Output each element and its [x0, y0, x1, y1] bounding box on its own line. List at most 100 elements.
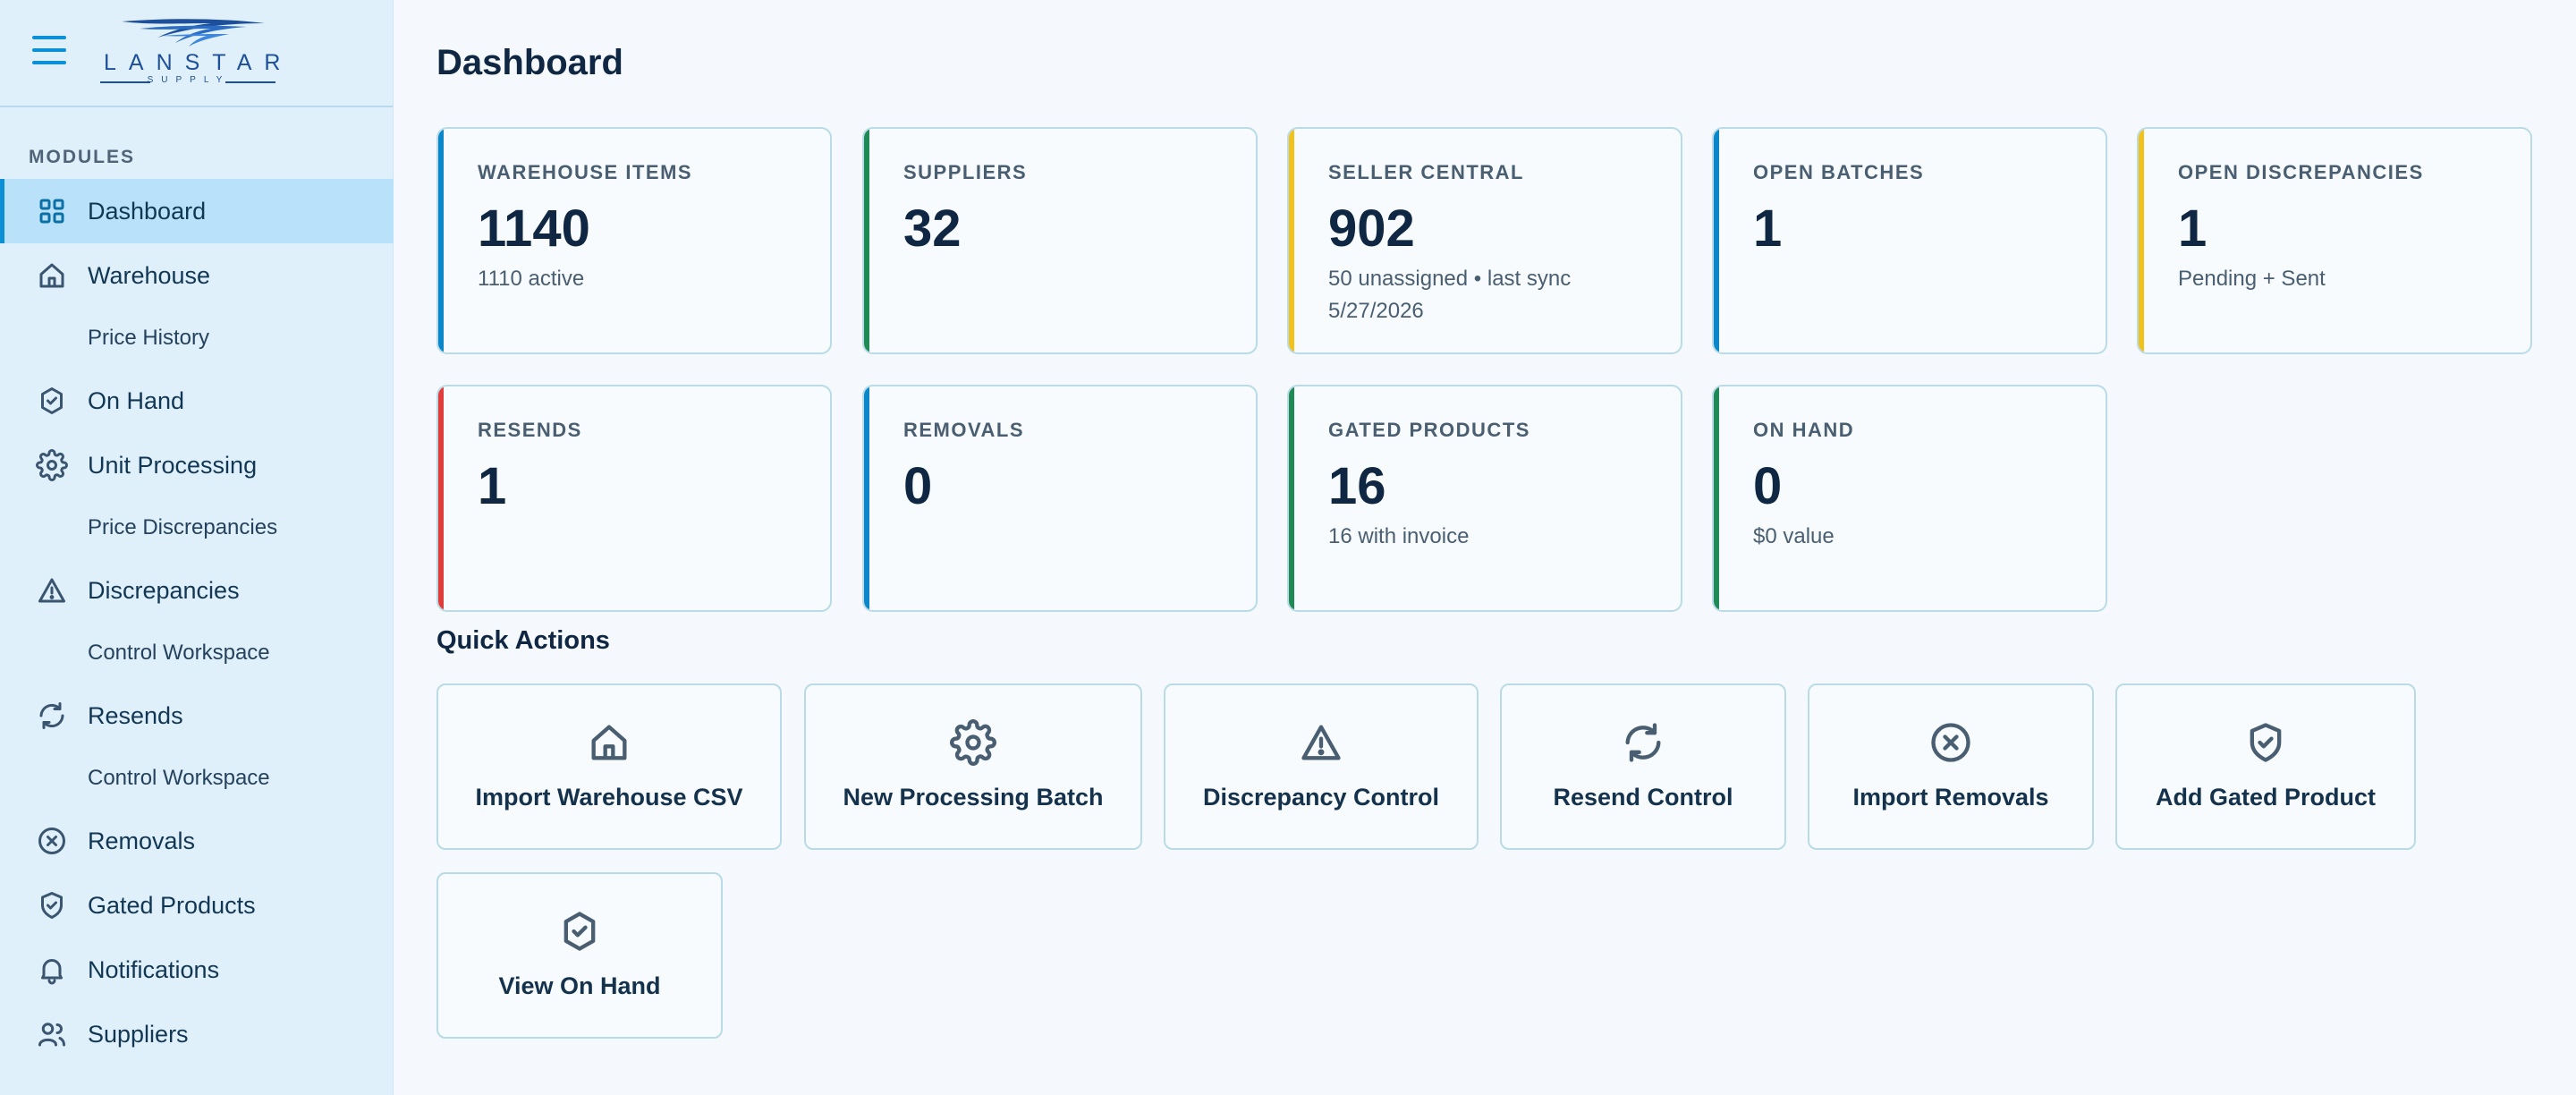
quick-action-label: New Processing Batch — [843, 784, 1104, 811]
stat-value: 1 — [2178, 199, 2207, 258]
stat-subtext: $0 value — [1753, 524, 1835, 548]
stat-label: RESENDS — [478, 419, 582, 441]
sidebar-item-label: Removals — [88, 827, 196, 854]
stat-value: 0 — [903, 457, 933, 515]
sidebar-section-label: MODULES — [29, 147, 135, 167]
stat-subtext: Pending + Sent — [2178, 267, 2326, 291]
quick-actions-title: Quick Actions — [436, 626, 610, 655]
sidebar-item-label: Unit Processing — [88, 451, 258, 479]
stat-subtext: 1110 active — [478, 267, 585, 291]
sidebar-item-label: Notifications — [88, 955, 220, 983]
quick-action-label: Discrepancy Control — [1202, 784, 1440, 811]
refresh-icon — [36, 700, 68, 732]
quick-action-label: Import Warehouse CSV — [475, 784, 743, 811]
sidebar-item-unit-processing[interactable]: Unit Processing — [0, 433, 394, 497]
quick-action-label: View On Hand — [498, 972, 661, 999]
shield-check-icon — [36, 889, 68, 921]
sidebar-item-control-workspace[interactable]: Control Workspace — [0, 748, 394, 809]
stat-value: 32 — [903, 199, 962, 258]
sidebar-header: LANSTAR SUPPLY — [0, 0, 393, 107]
grid-icon — [36, 195, 68, 227]
sidebar-item-label: Control Workspace — [88, 766, 270, 790]
stat-value: 1 — [478, 457, 507, 515]
sidebar-item-warehouse[interactable]: Warehouse — [0, 243, 394, 308]
users-icon — [36, 1018, 68, 1050]
sidebar-item-price-history[interactable]: Price History — [0, 308, 394, 369]
stat-card-gated-products: GATED PRODUCTS 16 16 with invoice — [1287, 385, 1682, 612]
stat-label: WAREHOUSE ITEMS — [478, 161, 693, 183]
stat-card-warehouse-items: WAREHOUSE ITEMS 1140 1110 active — [436, 127, 832, 354]
sidebar-item-label: On Hand — [88, 386, 185, 414]
stat-card-open-discrepancies: OPEN DISCREPANCIES 1 Pending + Sent — [2137, 127, 2532, 354]
sidebar-item-label: Resends — [88, 701, 183, 729]
quick-action-add-gated-product[interactable]: Add Gated Product — [2115, 683, 2416, 850]
sidebar-item-label: Suppliers — [88, 1020, 189, 1048]
stat-value: 16 — [1328, 457, 1386, 515]
sidebar-item-label: Gated Products — [88, 891, 256, 919]
sidebar-nav: Dashboard Warehouse Price History On Hand Un… — [0, 179, 394, 1066]
stat-value: 0 — [1753, 457, 1783, 515]
quick-action-label: Import Removals — [1852, 784, 2049, 811]
home-icon — [586, 719, 632, 766]
badge-check-icon — [36, 385, 68, 417]
stat-label: OPEN BATCHES — [1753, 161, 1925, 183]
quick-action-view-on-hand[interactable]: View On Hand — [436, 872, 723, 1039]
sidebar-item-label: Price Discrepancies — [88, 515, 278, 539]
shield-check-icon — [2242, 719, 2289, 766]
quick-action-label: Resend Control — [1553, 784, 1733, 811]
sidebar-item-gated-products[interactable]: Gated Products — [0, 873, 394, 938]
sidebar-item-price-discrepancies[interactable]: Price Discrepancies — [0, 497, 394, 558]
brand-tagline: SUPPLY — [147, 75, 231, 85]
stat-value: 902 — [1328, 199, 1415, 258]
gear-icon — [36, 449, 68, 481]
stat-label: SELLER CENTRAL — [1328, 161, 1524, 183]
sidebar-item-label: Dashboard — [88, 197, 207, 225]
stat-label: REMOVALS — [903, 419, 1025, 441]
gear-icon — [950, 719, 996, 766]
sidebar-item-removals[interactable]: Removals — [0, 809, 394, 873]
sidebar-item-resends[interactable]: Resends — [0, 683, 394, 748]
sidebar-item-label: Control Workspace — [88, 641, 270, 665]
sidebar-item-suppliers[interactable]: Suppliers — [0, 1002, 394, 1066]
stat-card-resends: RESENDS 1 — [436, 385, 832, 612]
sidebar-item-dashboard[interactable]: Dashboard — [0, 179, 394, 243]
stat-card-seller-central: SELLER CENTRAL 902 50 unassigned • last sy… — [1287, 127, 1682, 354]
bell-icon — [36, 954, 68, 986]
quick-action-resend-control[interactable]: Resend Control — [1500, 683, 1786, 850]
stat-subtext: 50 unassigned • last sync 5/27/2026 — [1328, 267, 1572, 323]
x-circle-icon — [36, 825, 68, 857]
sidebar-item-notifications[interactable]: Notifications — [0, 938, 394, 1002]
sidebar: LANSTAR SUPPLY MODULES Dashboard Warehous… — [0, 0, 394, 1095]
warning-icon — [36, 574, 68, 607]
badge-check-icon — [556, 908, 603, 955]
quick-action-label: Add Gated Product — [2155, 784, 2376, 811]
quick-action-import-removals[interactable]: Import Removals — [1808, 683, 2094, 850]
sidebar-item-label: Discrepancies — [88, 576, 240, 604]
quick-action-new-processing-batch[interactable]: New Processing Batch — [804, 683, 1142, 850]
sidebar-item-label: Price History — [88, 326, 210, 350]
stat-card-on-hand: ON HAND 0 $0 value — [1712, 385, 2107, 612]
stat-label: GATED PRODUCTS — [1328, 419, 1530, 441]
stat-card-removals: REMOVALS 0 — [862, 385, 1258, 612]
stat-value: 1 — [1753, 199, 1783, 258]
quick-action-import-warehouse-csv[interactable]: Import Warehouse CSV — [436, 683, 782, 850]
refresh-icon — [1620, 719, 1666, 766]
stat-card-open-batches: OPEN BATCHES 1 — [1712, 127, 2107, 354]
stat-subtext: 16 with invoice — [1328, 524, 1470, 548]
sidebar-item-discrepancies[interactable]: Discrepancies — [0, 558, 394, 623]
brand-name: LANSTAR — [104, 50, 293, 75]
sidebar-item-on-hand[interactable]: On Hand — [0, 369, 394, 433]
sidebar-item-label: Warehouse — [88, 261, 211, 289]
sidebar-item-control-workspace[interactable]: Control Workspace — [0, 623, 394, 683]
brand-logo[interactable]: LANSTAR SUPPLY — [95, 16, 293, 88]
home-icon — [36, 259, 68, 292]
stat-label: ON HAND — [1753, 419, 1855, 441]
stat-label: SUPPLIERS — [903, 161, 1028, 183]
menu-icon[interactable] — [32, 36, 68, 64]
stat-card-suppliers: SUPPLIERS 32 — [862, 127, 1258, 354]
x-circle-icon — [1928, 719, 1974, 766]
warning-icon — [1298, 719, 1344, 766]
stat-value: 1140 — [478, 199, 590, 258]
stat-label: OPEN DISCREPANCIES — [2178, 161, 2424, 183]
quick-action-discrepancy-control[interactable]: Discrepancy Control — [1164, 683, 1479, 850]
